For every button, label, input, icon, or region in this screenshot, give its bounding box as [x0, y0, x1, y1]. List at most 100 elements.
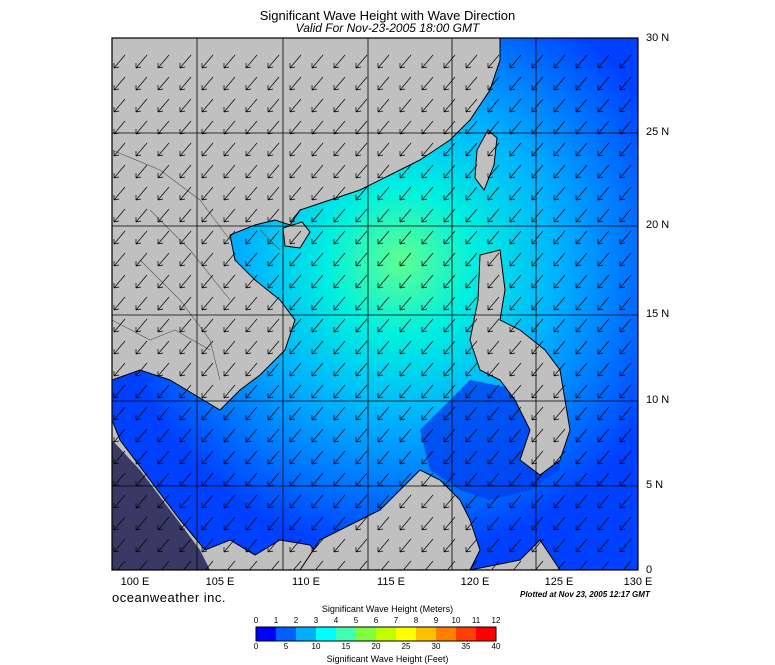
wave-arrow: [575, 450, 588, 465]
wave-arrow: [113, 252, 126, 267]
wave-arrow: [575, 406, 588, 421]
wave-arrow: [333, 538, 346, 553]
wave-arrow: [619, 428, 632, 443]
colorbar-meter-tick: 10: [451, 616, 461, 625]
wave-arrow: [443, 472, 456, 487]
wave-arrow: [531, 186, 544, 201]
wave-arrow: [267, 384, 280, 399]
wave-arrow: [619, 98, 632, 113]
colorbar-meter-tick: 0: [253, 616, 259, 625]
colorbar-swatch: [296, 627, 317, 641]
wave-arrow: [531, 384, 544, 399]
wave-arrow: [267, 274, 280, 289]
wave-arrow: [201, 120, 214, 135]
wave-arrow: [355, 98, 368, 113]
wave-arrow: [201, 76, 214, 91]
colorbar-feet-tick: 10: [311, 642, 321, 651]
wave-arrow: [223, 76, 236, 91]
wave-arrow: [135, 340, 148, 355]
wave-arrow: [311, 516, 324, 531]
wave-arrow: [223, 54, 236, 69]
wave-arrow: [245, 296, 258, 311]
wave-arrow: [487, 274, 500, 289]
wave-arrow: [421, 208, 434, 223]
wave-arrow: [531, 252, 544, 267]
wave-arrow: [465, 230, 478, 245]
wave-arrow: [311, 450, 324, 465]
wave-arrow: [421, 472, 434, 487]
wave-arrow: [487, 98, 500, 113]
wave-arrow: [377, 274, 390, 289]
wave-arrow: [201, 340, 214, 355]
wave-arrow: [157, 406, 170, 421]
wave-arrow: [553, 494, 566, 509]
wave-arrow: [289, 164, 302, 179]
wave-arrow: [399, 340, 412, 355]
wave-arrow: [135, 362, 148, 377]
wave-arrow: [223, 296, 236, 311]
wave-arrow: [531, 296, 544, 311]
colorbar-meter-tick: 9: [433, 616, 439, 625]
wave-arrow: [509, 472, 522, 487]
wave-arrow: [399, 208, 412, 223]
wave-arrow: [267, 296, 280, 311]
wave-arrow: [333, 516, 346, 531]
wave-arrow: [553, 318, 566, 333]
wave-arrow: [443, 538, 456, 553]
wave-arrow: [311, 98, 324, 113]
wave-arrow: [267, 450, 280, 465]
wave-arrow: [421, 384, 434, 399]
wave-arrow: [421, 76, 434, 91]
wave-arrow: [531, 76, 544, 91]
wave-arrow: [443, 230, 456, 245]
wave-arrow: [267, 494, 280, 509]
colorbar-meter-tick: 4: [333, 616, 339, 625]
wave-arrow: [289, 538, 302, 553]
wave-arrow: [333, 450, 346, 465]
wave-arrow: [619, 450, 632, 465]
wave-arrow: [553, 120, 566, 135]
wave-arrow: [575, 76, 588, 91]
wave-arrow: [135, 318, 148, 333]
wave-arrow: [355, 274, 368, 289]
wave-arrow: [531, 318, 544, 333]
colorbar-meter-tick: 7: [393, 616, 399, 625]
wave-arrow: [421, 230, 434, 245]
wave-arrow: [333, 186, 346, 201]
colorbar-feet-tick: 20: [371, 642, 381, 651]
wave-arrow: [597, 54, 610, 69]
wave-arrow: [421, 98, 434, 113]
wave-arrow: [619, 472, 632, 487]
wave-arrow: [333, 76, 346, 91]
wave-arrow: [179, 472, 192, 487]
wave-arrow: [443, 76, 456, 91]
wave-arrow: [487, 428, 500, 443]
wave-arrow: [355, 516, 368, 531]
wave-arrow: [377, 230, 390, 245]
colorbar-meter-tick: 3: [313, 616, 319, 625]
colorbar-swatch: [356, 627, 377, 641]
wave-arrow: [509, 516, 522, 531]
wave-arrow: [289, 318, 302, 333]
wave-arrow: [487, 164, 500, 179]
wave-arrow: [399, 142, 412, 157]
wave-arrow: [443, 186, 456, 201]
wave-arrow: [311, 142, 324, 157]
wave-arrow: [223, 252, 236, 267]
wave-arrow: [311, 340, 324, 355]
wave-arrow: [597, 230, 610, 245]
wave-arrow: [179, 538, 192, 553]
wave-arrow: [575, 164, 588, 179]
wave-arrow: [289, 274, 302, 289]
colorbar-meter-tick: 6: [373, 616, 379, 625]
wave-arrow: [399, 164, 412, 179]
lat-label-15n: 15 N: [646, 308, 670, 320]
wave-arrow: [531, 120, 544, 135]
wave-arrow: [355, 252, 368, 267]
wave-arrow: [465, 296, 478, 311]
wave-arrow: [201, 538, 214, 553]
wave-arrow: [311, 252, 324, 267]
wave-arrow: [113, 274, 126, 289]
wave-arrow: [267, 318, 280, 333]
